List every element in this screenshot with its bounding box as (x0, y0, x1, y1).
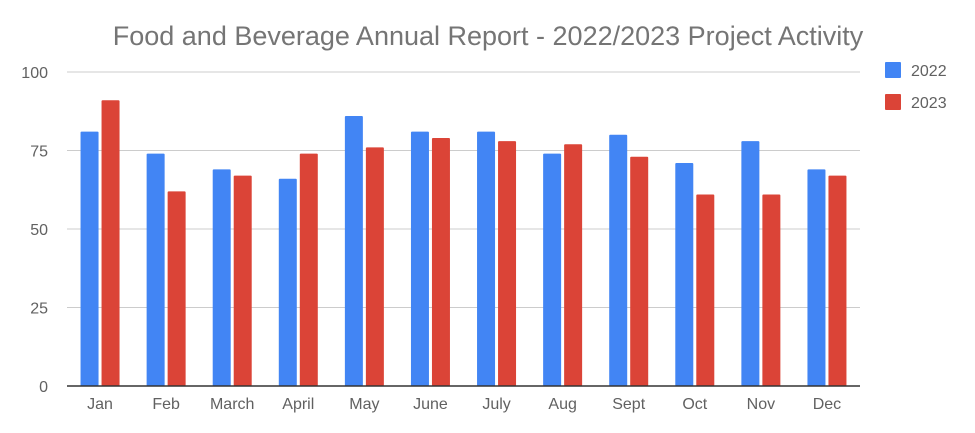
bar-2022-march (212, 169, 231, 386)
bars (80, 100, 847, 387)
y-tick-label: 0 (39, 379, 48, 396)
gridlines (67, 71, 860, 308)
y-tick-label: 25 (30, 301, 48, 318)
y-axis-ticks: 0 25 50 75 100 (21, 65, 48, 396)
x-tick-label: Feb (152, 396, 180, 413)
x-tick-label: July (482, 396, 510, 413)
bar-2022-aug (543, 153, 562, 386)
x-tick-label: Oct (682, 396, 707, 413)
legend: 2022 2023 (885, 62, 947, 112)
bar-2023-sept (630, 156, 649, 386)
x-tick-label: Nov (747, 396, 775, 413)
y-tick-label: 50 (30, 222, 48, 239)
x-tick-label: Jan (87, 396, 113, 413)
legend-label-2022: 2022 (911, 63, 947, 80)
bar-2022-sept (609, 134, 628, 386)
y-tick-label: 100 (21, 65, 48, 82)
bar-2023-july (498, 141, 517, 386)
x-tick-label: April (282, 396, 314, 413)
bar-2023-oct (696, 194, 715, 386)
bar-2023-nov (762, 194, 781, 386)
bar-2023-june (431, 137, 450, 386)
x-tick-label: Dec (813, 396, 841, 413)
bar-2022-nov (741, 141, 760, 386)
x-tick-label: Sept (612, 396, 645, 413)
bar-2022-may (344, 115, 363, 387)
bar-2022-april (278, 178, 297, 386)
chart-title: Food and Beverage Annual Report - 2022/2… (113, 21, 864, 51)
legend-swatch-2023 (885, 94, 901, 110)
bar-2023-march (233, 175, 252, 386)
bar-2023-april (299, 153, 318, 386)
legend-swatch-2022 (885, 62, 901, 78)
bar-2022-dec (807, 169, 826, 386)
legend-label-2023: 2023 (911, 95, 947, 112)
x-tick-label: May (349, 396, 379, 413)
x-axis-ticks: Jan Feb March April May June July Aug Sept Oct Nov… (87, 396, 841, 413)
bar-2022-july (477, 131, 496, 386)
bar-2022-oct (675, 163, 694, 386)
bar-2023-dec (828, 175, 847, 386)
bar-2023-aug (564, 144, 583, 386)
bar-2022-feb (146, 153, 165, 386)
y-tick-label: 75 (30, 144, 48, 161)
bar-2023-feb (167, 191, 186, 386)
bar-2022-june (410, 131, 429, 386)
bar-2022-jan (80, 131, 99, 386)
x-tick-label: Aug (548, 396, 576, 413)
bar-2023-jan (101, 100, 120, 386)
bar-2023-may (365, 147, 384, 386)
x-tick-label: March (210, 396, 254, 413)
x-tick-label: June (413, 396, 448, 413)
